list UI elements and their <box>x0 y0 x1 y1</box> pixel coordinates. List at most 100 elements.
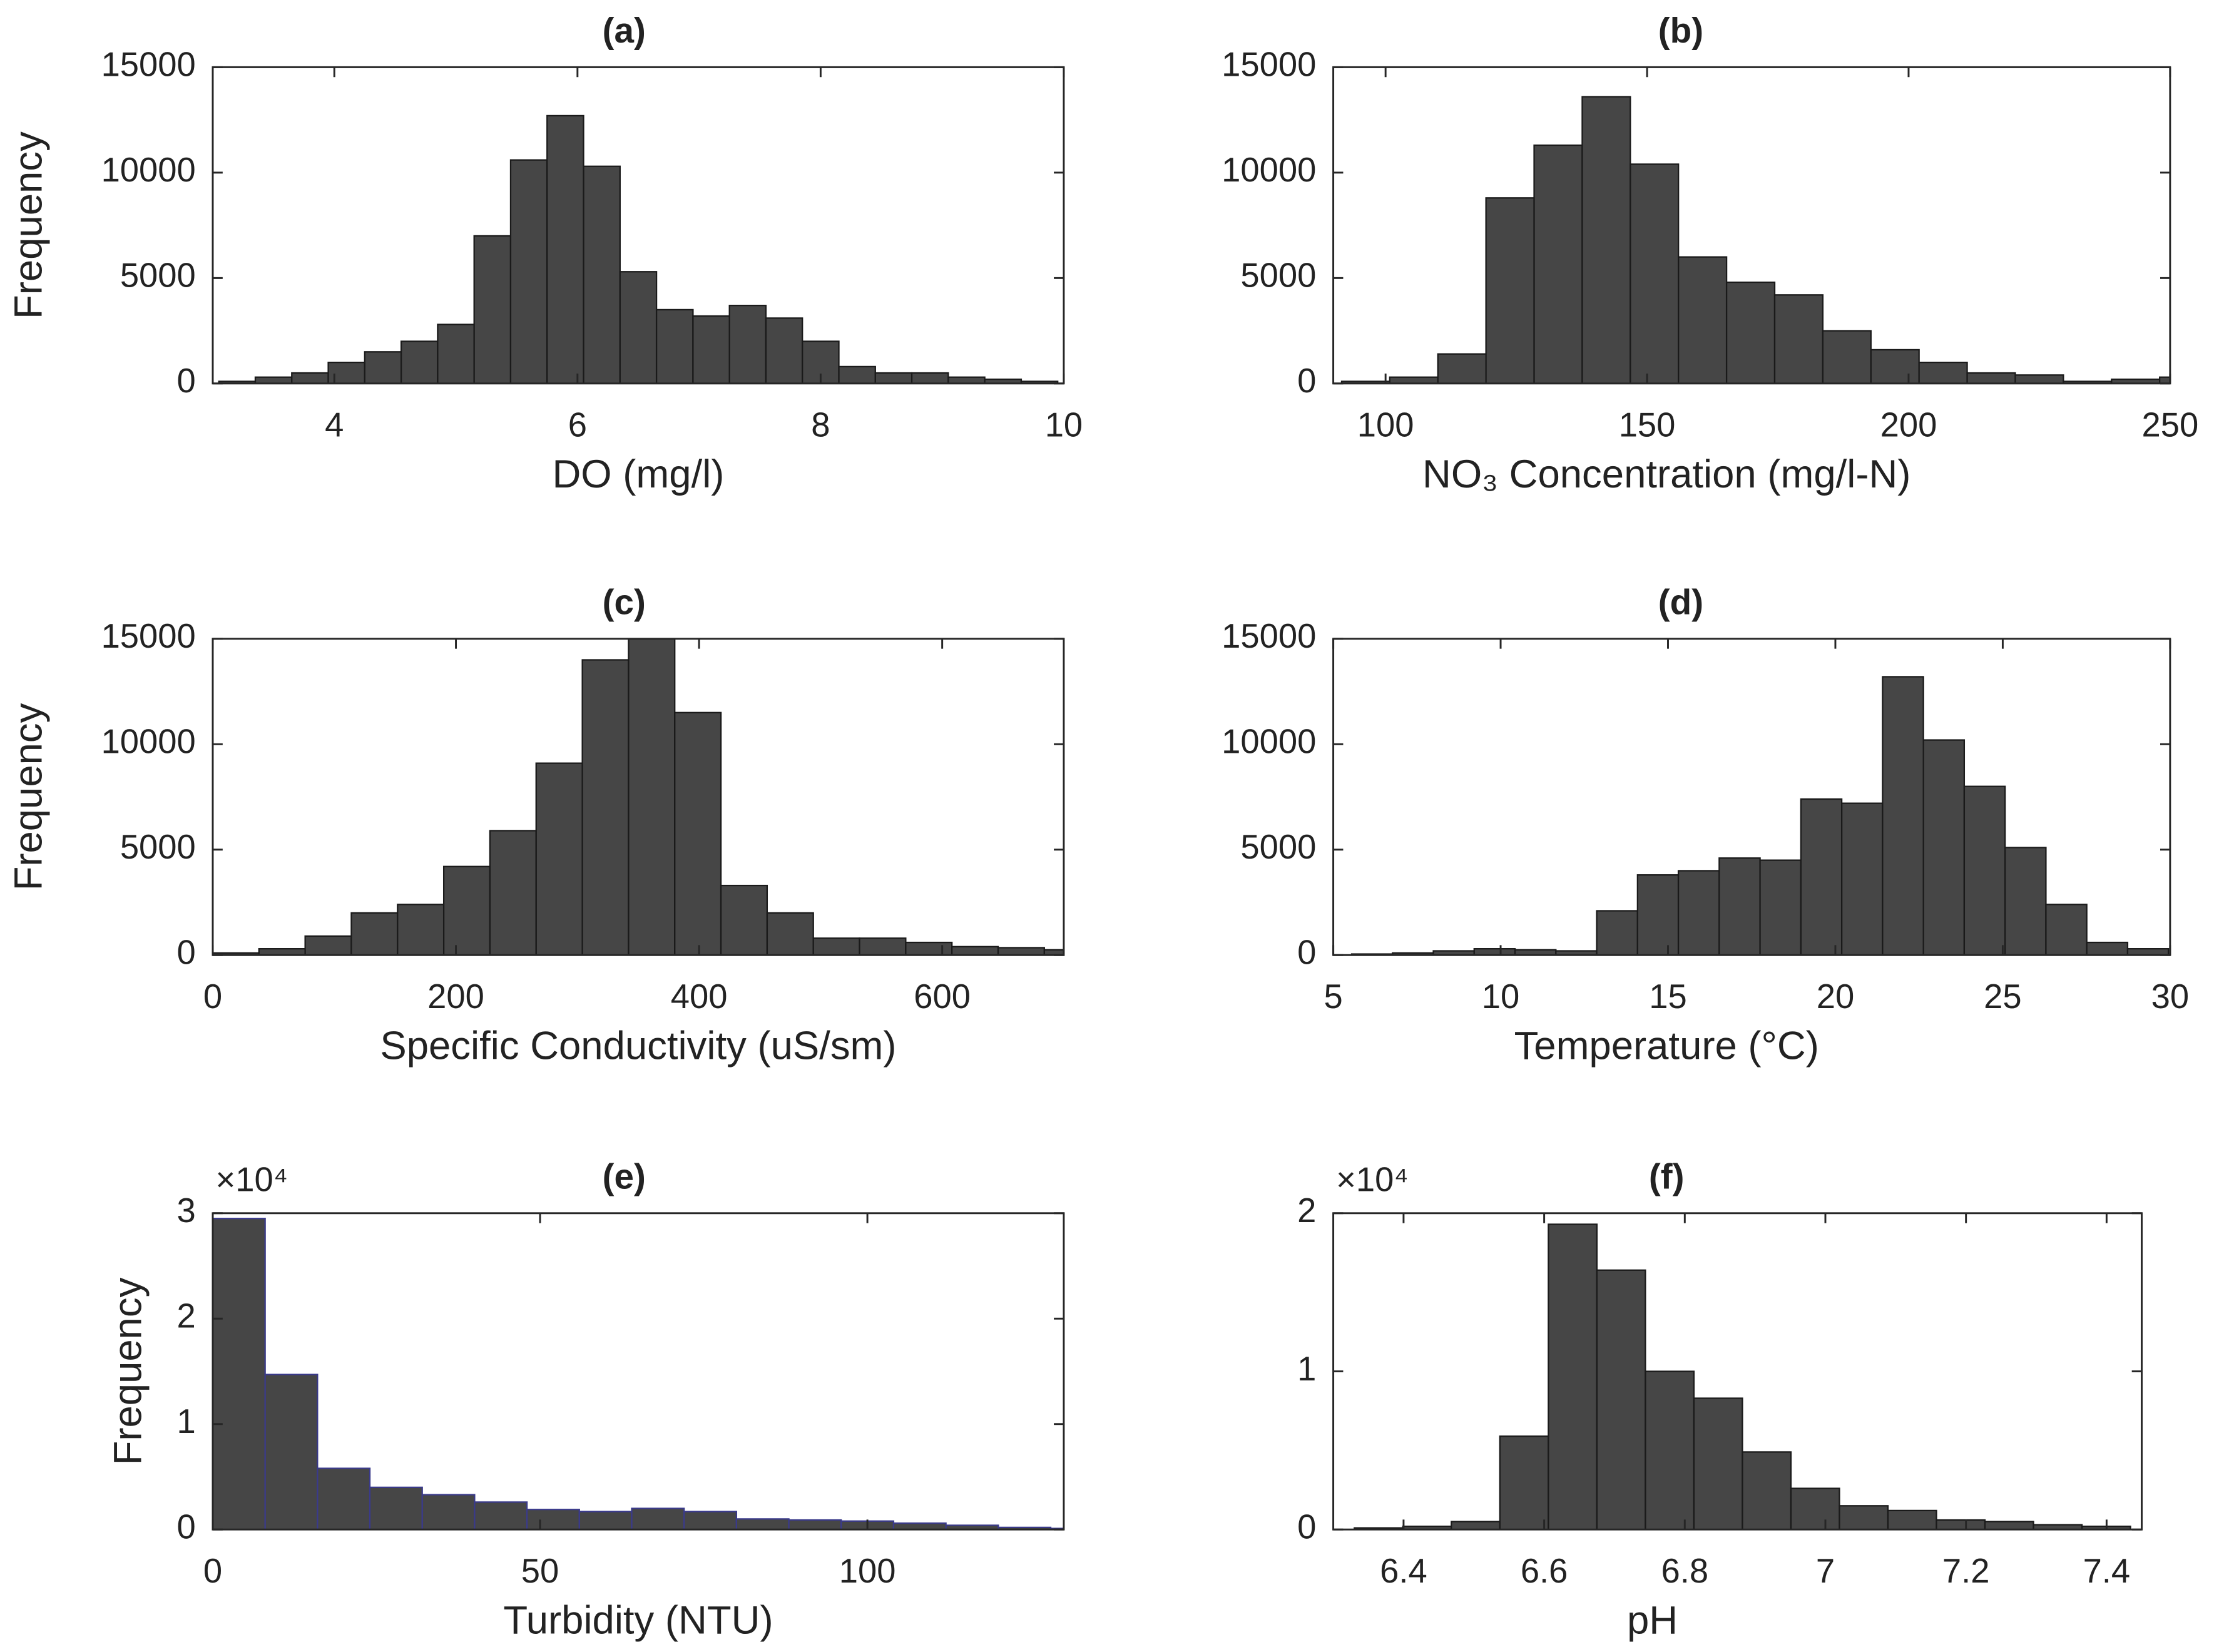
bars <box>1354 1223 2131 1530</box>
bar <box>350 912 399 956</box>
x-tick-label: 8 <box>811 405 830 444</box>
bar <box>2014 374 2064 384</box>
bars <box>212 1218 1064 1530</box>
x-tick-label: 15 <box>1649 977 1686 1016</box>
x-axis-label: Temperature (°C) <box>1514 1024 1819 1068</box>
bar <box>509 159 548 384</box>
x-tick-label: 600 <box>914 977 971 1016</box>
bars <box>1350 676 2170 956</box>
bar <box>1840 802 1884 956</box>
y-tick-label: 5000 <box>1240 257 1316 295</box>
axis-multiplier: ×10⁴ <box>216 1160 288 1198</box>
x-axis-label: pH <box>1627 1599 1678 1643</box>
bar <box>1693 1397 1743 1530</box>
bar <box>254 376 293 384</box>
bar <box>1596 910 1638 956</box>
x-axis-label: Specific Conductivity (uS/sm) <box>380 1024 896 1068</box>
x-tick-label: 5 <box>1324 977 1342 1016</box>
y-tick-label: 15000 <box>1222 46 1316 84</box>
bar <box>1984 1521 2034 1530</box>
bar <box>997 947 1045 956</box>
bar <box>526 1509 580 1530</box>
bar <box>1918 361 1968 384</box>
x-tick-label: 0 <box>203 1552 222 1590</box>
bar <box>489 830 537 956</box>
y-tick-label: 15000 <box>101 46 196 84</box>
bar <box>369 1486 423 1530</box>
bar <box>1725 281 1776 384</box>
bar <box>766 912 814 956</box>
bar <box>728 305 767 384</box>
x-tick-label: 7 <box>1816 1552 1835 1590</box>
bar <box>812 937 860 956</box>
bar <box>583 165 621 384</box>
bar <box>212 1218 266 1530</box>
bar <box>838 365 876 384</box>
bar <box>683 1511 738 1530</box>
bar <box>1437 353 1487 384</box>
bar <box>905 941 953 956</box>
x-tick-label: 100 <box>1357 405 1414 444</box>
y-axis-label: Frequency <box>7 131 51 319</box>
bar <box>1389 376 1439 384</box>
bar <box>1936 1519 1986 1530</box>
bar <box>1533 144 1583 384</box>
subplot-title: (f) <box>1649 1157 1685 1196</box>
bar <box>442 865 491 956</box>
subplot-title: (d) <box>1658 583 1703 622</box>
x-tick-label: 6 <box>568 405 587 444</box>
bar <box>1678 256 1728 384</box>
bar <box>1882 676 1924 956</box>
bar <box>1636 874 1680 956</box>
x-tick-label: 6.8 <box>1661 1552 1709 1590</box>
y-tick-label: 0 <box>177 934 196 972</box>
bar <box>1548 1223 1598 1530</box>
bar <box>546 115 584 384</box>
bar <box>397 904 445 956</box>
x-tick-label: 6.4 <box>1380 1552 1427 1590</box>
bar <box>720 884 768 956</box>
x-tick-label: 250 <box>2142 405 2199 444</box>
bar <box>581 659 630 956</box>
bar <box>1822 330 1872 384</box>
bar <box>951 946 999 956</box>
x-axis-label: NO₃ Concentration (mg/l-N) <box>1422 452 1910 496</box>
bars <box>218 115 1059 384</box>
y-tick-label: 0 <box>177 1508 196 1546</box>
y-tick-label: 0 <box>1297 1508 1316 1546</box>
bar <box>1839 1505 1889 1530</box>
bar <box>291 372 329 384</box>
bar <box>619 271 658 384</box>
y-tick-label: 10000 <box>1222 723 1316 761</box>
x-tick-label: 6.6 <box>1521 1552 1568 1590</box>
y-tick-label: 5000 <box>1240 828 1316 866</box>
bar <box>765 317 803 384</box>
subplot-title: (e) <box>603 1157 646 1196</box>
x-tick-label: 30 <box>2151 977 2189 1016</box>
y-tick-label: 3 <box>177 1191 196 1230</box>
axes-box <box>1332 638 2171 956</box>
bar <box>735 1518 790 1530</box>
axes-box <box>212 66 1065 385</box>
bar <box>911 372 949 384</box>
y-tick-label: 15000 <box>101 617 196 655</box>
bar <box>437 324 475 384</box>
bar <box>788 1519 842 1530</box>
y-tick-label: 1 <box>1297 1350 1316 1388</box>
axis-multiplier: ×10⁴ <box>1336 1160 1409 1198</box>
axes-box <box>1332 66 2171 385</box>
bar <box>892 1522 947 1530</box>
axes-box <box>212 638 1065 956</box>
y-tick-label: 0 <box>1297 934 1316 972</box>
x-tick-label: 25 <box>1984 977 2021 1016</box>
x-tick-label: 200 <box>1880 405 1937 444</box>
bar <box>1870 349 1920 384</box>
bar <box>1451 1521 1501 1530</box>
bars <box>1340 96 2170 384</box>
x-tick-label: 50 <box>521 1552 559 1590</box>
x-tick-label: 150 <box>1619 405 1676 444</box>
bar <box>692 315 730 384</box>
bar <box>1922 739 1966 956</box>
bar <box>578 1511 633 1530</box>
